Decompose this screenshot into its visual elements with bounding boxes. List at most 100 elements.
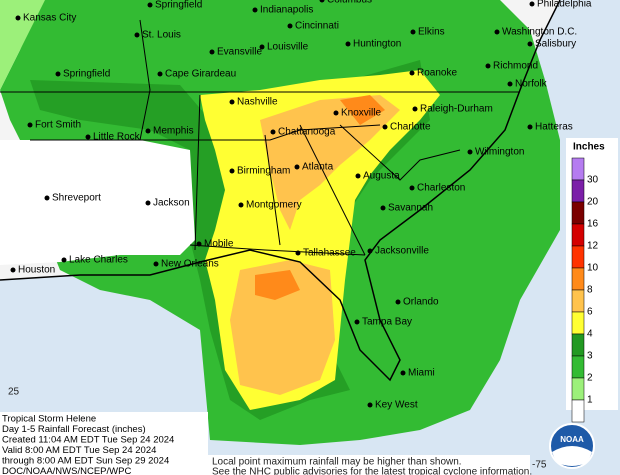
city-label: Richmond — [493, 61, 538, 72]
legend-label: 2 — [587, 373, 593, 384]
city-label: Lake Charles — [69, 255, 128, 266]
city-dot — [380, 205, 386, 211]
city-dot — [382, 124, 388, 130]
legend-swatch — [571, 245, 585, 269]
city-label: Springfield — [155, 0, 202, 11]
city-dot — [529, 1, 535, 7]
city-dot — [355, 173, 361, 179]
city-dot — [333, 110, 339, 116]
city-dot — [15, 15, 21, 21]
city-dot — [153, 261, 159, 267]
city-dot — [209, 49, 215, 55]
city-label: Tallahassee — [303, 248, 356, 259]
city-dot — [527, 124, 533, 130]
city-label: Louisville — [267, 42, 309, 53]
rain-1in — [0, 0, 45, 90]
city-dot — [270, 129, 276, 135]
legend-swatch — [571, 311, 585, 335]
legend-swatch — [571, 377, 585, 401]
legend-swatch-empty — [571, 399, 585, 423]
city-label: Charlotte — [390, 122, 431, 133]
legend-label: 30 — [587, 175, 599, 186]
city-dot — [409, 70, 415, 76]
legend-label: 8 — [587, 285, 593, 296]
city-dot — [157, 71, 163, 77]
city-label: Houston — [18, 265, 55, 276]
legend-label: 3 — [587, 351, 593, 362]
city-label: Knoxville — [341, 108, 381, 119]
city-label: Cincinnati — [295, 21, 339, 32]
logo-wave — [552, 446, 592, 466]
logo-text: NOAA — [560, 435, 584, 444]
city-dot — [395, 299, 401, 305]
legend-swatch — [571, 157, 585, 181]
legend-swatch — [571, 289, 585, 313]
city-label: Elkins — [418, 27, 445, 38]
city-label: Jackson — [153, 198, 190, 209]
city-dot — [412, 106, 418, 112]
city-dot — [294, 164, 300, 170]
city-label: Key West — [375, 400, 418, 411]
city-dot — [485, 63, 491, 69]
info-box — [0, 412, 208, 475]
city-label: Fort Smith — [35, 120, 81, 131]
city-label: Atlanta — [302, 162, 334, 173]
note-box — [208, 455, 530, 475]
city-dot — [238, 202, 244, 208]
city-dot — [410, 29, 416, 35]
city-label: Huntington — [353, 39, 401, 50]
city-dot — [229, 99, 235, 105]
city-dot — [229, 168, 235, 174]
city-label: Memphis — [153, 126, 194, 137]
legend-label: 12 — [587, 241, 599, 252]
city-dot — [44, 195, 50, 201]
city-dot — [467, 149, 473, 155]
city-label: Augusta — [363, 171, 400, 182]
city-label: Charleston — [417, 183, 465, 194]
dry-area — [0, 140, 195, 265]
cities: Kansas City Springfield Indianapolis Columb… — [10, 0, 592, 411]
city-label: Roanoke — [417, 68, 457, 79]
city-dot — [527, 41, 533, 47]
city-dot — [319, 0, 325, 3]
info-line: DOC/NOAA/NWS/NCEP/WPC — [2, 466, 131, 475]
city-dot — [145, 128, 151, 134]
city-dot — [494, 29, 500, 35]
info-line: Valid 8:00 AM EDT Tue Sep 24 2024 — [2, 445, 156, 456]
city-dot — [400, 370, 406, 376]
city-label: Miami — [408, 368, 435, 379]
note-line: See the NHC public advisories for the la… — [212, 467, 532, 475]
city-label: Jacksonville — [375, 246, 429, 257]
city-dot — [196, 241, 202, 247]
city-label: Tampa Bay — [362, 317, 412, 328]
legend-swatch — [571, 267, 585, 291]
legend-label: 16 — [587, 219, 599, 230]
city-label: Shreveport — [52, 193, 101, 204]
city-label: Nashville — [237, 97, 278, 108]
city-dot — [259, 44, 265, 50]
city-dot — [345, 41, 351, 47]
info-line: Created 11:04 AM EDT Tue Sep 24 2024 — [2, 435, 174, 446]
rain-8in-north — [340, 95, 385, 125]
city-dot — [147, 2, 153, 8]
rain-6in — [260, 95, 400, 230]
legend-title: Inches — [573, 142, 605, 153]
city-dot — [367, 248, 373, 254]
city-label: Wilmington — [475, 147, 524, 158]
city-label: Chattanooga — [278, 127, 336, 138]
city-dot — [145, 200, 151, 206]
lat-label: 25 — [8, 387, 20, 398]
legend-label: 10 — [587, 263, 599, 274]
legend-label: 1 — [587, 395, 593, 406]
city-label: Hatteras — [535, 122, 573, 133]
city-dot — [85, 134, 91, 140]
city-label: Salisbury — [535, 39, 576, 50]
city-label: Evansville — [217, 47, 262, 58]
legend-label: 20 — [587, 197, 599, 208]
legend-swatch — [571, 179, 585, 203]
rain-8in — [255, 270, 300, 300]
city-dot — [252, 7, 258, 13]
city-dot — [134, 32, 140, 38]
